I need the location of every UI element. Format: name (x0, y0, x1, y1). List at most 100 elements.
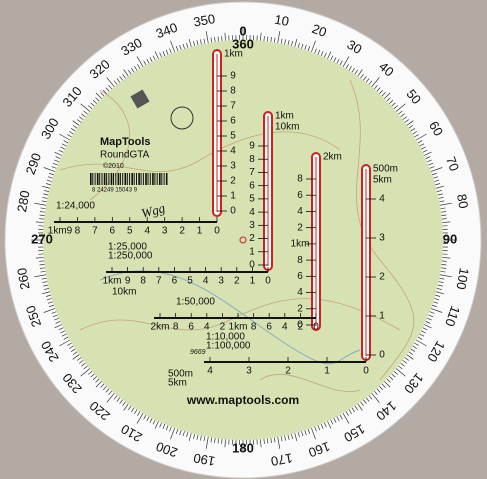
scale-label: 6 (188, 322, 194, 333)
bar-stripe (152, 173, 154, 185)
scale-label: 1km9 (48, 226, 73, 237)
bar-stripe (134, 173, 135, 185)
scale-label: 8 (75, 226, 81, 237)
romer-tool: MapTools RoundGTA ©2010 8 24249 15043 9 … (0, 0, 487, 479)
bar-stripe (99, 173, 100, 185)
bar-stripe (106, 173, 107, 185)
bar-stripe (122, 173, 123, 185)
bar-stripe (141, 173, 142, 185)
bar-stripe (143, 173, 144, 185)
scale-label: 4 (144, 226, 150, 237)
scale-extra: 10km (112, 287, 136, 298)
bar-stripe (136, 173, 137, 185)
scale-label: 6 (110, 226, 116, 237)
bar-stripe (129, 173, 130, 185)
bar-stripe (90, 173, 92, 185)
scale-label: 1km (103, 276, 122, 287)
scale-label: 2 (298, 322, 304, 333)
bar-stripe (157, 173, 158, 185)
scale-label: 8 (251, 322, 257, 333)
ruler-label: 4 (249, 207, 255, 218)
model: RoundGTA (100, 150, 150, 161)
scale-label: 9 (125, 276, 131, 287)
bar-stripe (108, 173, 109, 185)
ruler-label: 1km (291, 239, 310, 250)
ruler-label: 2 (230, 176, 236, 187)
scale-label: 5 (127, 226, 133, 237)
bar-stripe (164, 173, 165, 185)
scale-label: 1 (324, 366, 330, 377)
scale-label: 4 (207, 366, 213, 377)
ruler-label: 2 (297, 222, 303, 233)
bar-stripe (92, 173, 93, 185)
scale-label: 8 (140, 276, 146, 287)
scale-label: 3 (218, 276, 224, 287)
ruler-label: 4 (297, 287, 303, 298)
barcode-number: 8 24249 15043 9 (92, 188, 138, 194)
scale-label: 0 (363, 366, 369, 377)
bar-stripe (118, 173, 120, 185)
ruler-label: 9 (249, 141, 255, 152)
cardinal-label: 90 (443, 231, 457, 246)
bar-stripe (148, 173, 149, 185)
ruler-label: 2 (379, 272, 385, 283)
scale-label: 2 (179, 226, 185, 237)
ruler-label: 6 (249, 180, 255, 191)
scale-label: 2 (285, 366, 291, 377)
ruler-label: 2 (297, 303, 303, 314)
scale-label: 4 (203, 276, 209, 287)
scale-name: 1:100,000 (206, 341, 251, 352)
ruler-unit: 5km (373, 175, 392, 186)
scale-label: 7 (92, 226, 98, 237)
ruler-label: 7 (249, 167, 255, 178)
ruler-label: 9 (230, 71, 236, 82)
bar-stripe (115, 173, 116, 185)
ruler-label: 6 (297, 190, 303, 201)
ruler-label: 5 (249, 194, 255, 205)
scale-label: 5 (187, 276, 193, 287)
page: MapTools RoundGTA ©2010 8 24249 15043 9 … (0, 0, 487, 479)
scale-label: 8 (173, 322, 179, 333)
ruler-unit: 2km (323, 152, 342, 163)
copyright: ©2010 (103, 162, 124, 170)
scale-extra: 5km (168, 378, 187, 389)
scale-label: 6 (172, 276, 178, 287)
url: www.maptools.com (186, 393, 299, 407)
scale-label: 0 (214, 226, 220, 237)
bar-stripe (95, 173, 96, 185)
ruler-label: 8 (297, 174, 303, 185)
degree-label: 80 (454, 193, 471, 210)
bar-stripe (159, 173, 161, 185)
ruler-label: 0 (230, 206, 236, 217)
ruler-unit: 10km (275, 122, 299, 133)
ruler-label: 8 (297, 255, 303, 266)
bar-stripe (150, 173, 151, 185)
bar-stripe (113, 173, 114, 185)
ruler-label: 4 (297, 206, 303, 217)
scale-label: 0 (313, 322, 319, 333)
bar-stripe (131, 173, 133, 185)
ruler-label: 3 (230, 161, 236, 172)
scale-name: 1:24,000 (56, 201, 95, 212)
ruler-label: 1 (230, 191, 236, 202)
ruler-label: 6 (297, 271, 303, 282)
ruler-label: 3 (249, 220, 255, 231)
ruler-label: 4 (230, 146, 236, 157)
bar-stripe (97, 173, 99, 185)
scale-label: 2 (234, 276, 240, 287)
scale-label: 0 (265, 276, 271, 287)
ruler-label: 8 (230, 86, 236, 97)
ruler-label: 1 (249, 246, 255, 257)
ruler-label: 5 (230, 131, 236, 142)
bar-stripe (102, 173, 103, 185)
bar-stripe (120, 173, 121, 185)
ruler-label: 6 (230, 116, 236, 127)
bar-stripe (127, 173, 128, 185)
ruler-label: 4 (379, 194, 385, 205)
bar-stripe (111, 173, 113, 185)
ruler-label: 0 (379, 350, 385, 361)
scale-label: 7 (156, 276, 162, 287)
ruler-label: 1 (379, 311, 385, 322)
bar-stripe (125, 173, 127, 185)
scale-label: 3 (246, 366, 252, 377)
